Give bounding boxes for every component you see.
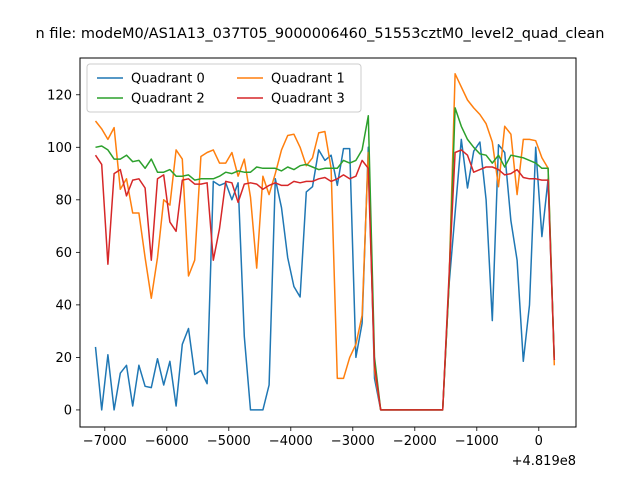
y-tick-label: 60 xyxy=(55,246,72,261)
series-line-1 xyxy=(94,73,556,411)
legend-label-3: Quadrant 3 xyxy=(271,92,345,107)
x-tick-label: −1000 xyxy=(455,434,499,449)
x-tick-label: −7000 xyxy=(83,434,127,449)
x-tick-label: 0 xyxy=(535,434,543,449)
y-tick-label: 120 xyxy=(47,88,72,103)
y-tick-label: 20 xyxy=(55,351,72,366)
x-tick-label: −3000 xyxy=(331,434,375,449)
y-tick-label: 40 xyxy=(55,298,72,313)
legend-label-2: Quadrant 2 xyxy=(131,92,205,107)
legend-label-0: Quadrant 0 xyxy=(131,72,205,87)
y-axis: 0 20 40 60 80 100 120 xyxy=(47,88,80,418)
plot-area xyxy=(79,57,577,428)
chart-title: n file: modeM0/AS1A13_037T05_9000006460_… xyxy=(36,26,605,42)
x-axis: −7000 −6000 −5000 −4000 −3000 −2000 −1000 0 xyxy=(83,427,543,449)
y-tick-label: 100 xyxy=(47,141,72,156)
y-tick-label: 0 xyxy=(64,403,72,418)
series-line-3 xyxy=(94,149,556,411)
legend: Quadrant 0 Quadrant 1 Quadrant 2 Quadrant 3 xyxy=(86,63,362,113)
x-axis-offset-label: +4.819e8 xyxy=(512,454,576,469)
x-tick-label: −6000 xyxy=(145,434,189,449)
plot-frame xyxy=(79,57,577,428)
x-tick-label: −5000 xyxy=(207,434,251,449)
legend-box xyxy=(86,63,362,113)
series-line-0 xyxy=(94,138,556,411)
series-line-2 xyxy=(95,107,556,411)
x-tick-label: −2000 xyxy=(393,434,437,449)
x-tick-label: −4000 xyxy=(269,434,313,449)
legend-label-1: Quadrant 1 xyxy=(271,72,345,87)
y-tick-label: 80 xyxy=(55,193,72,208)
